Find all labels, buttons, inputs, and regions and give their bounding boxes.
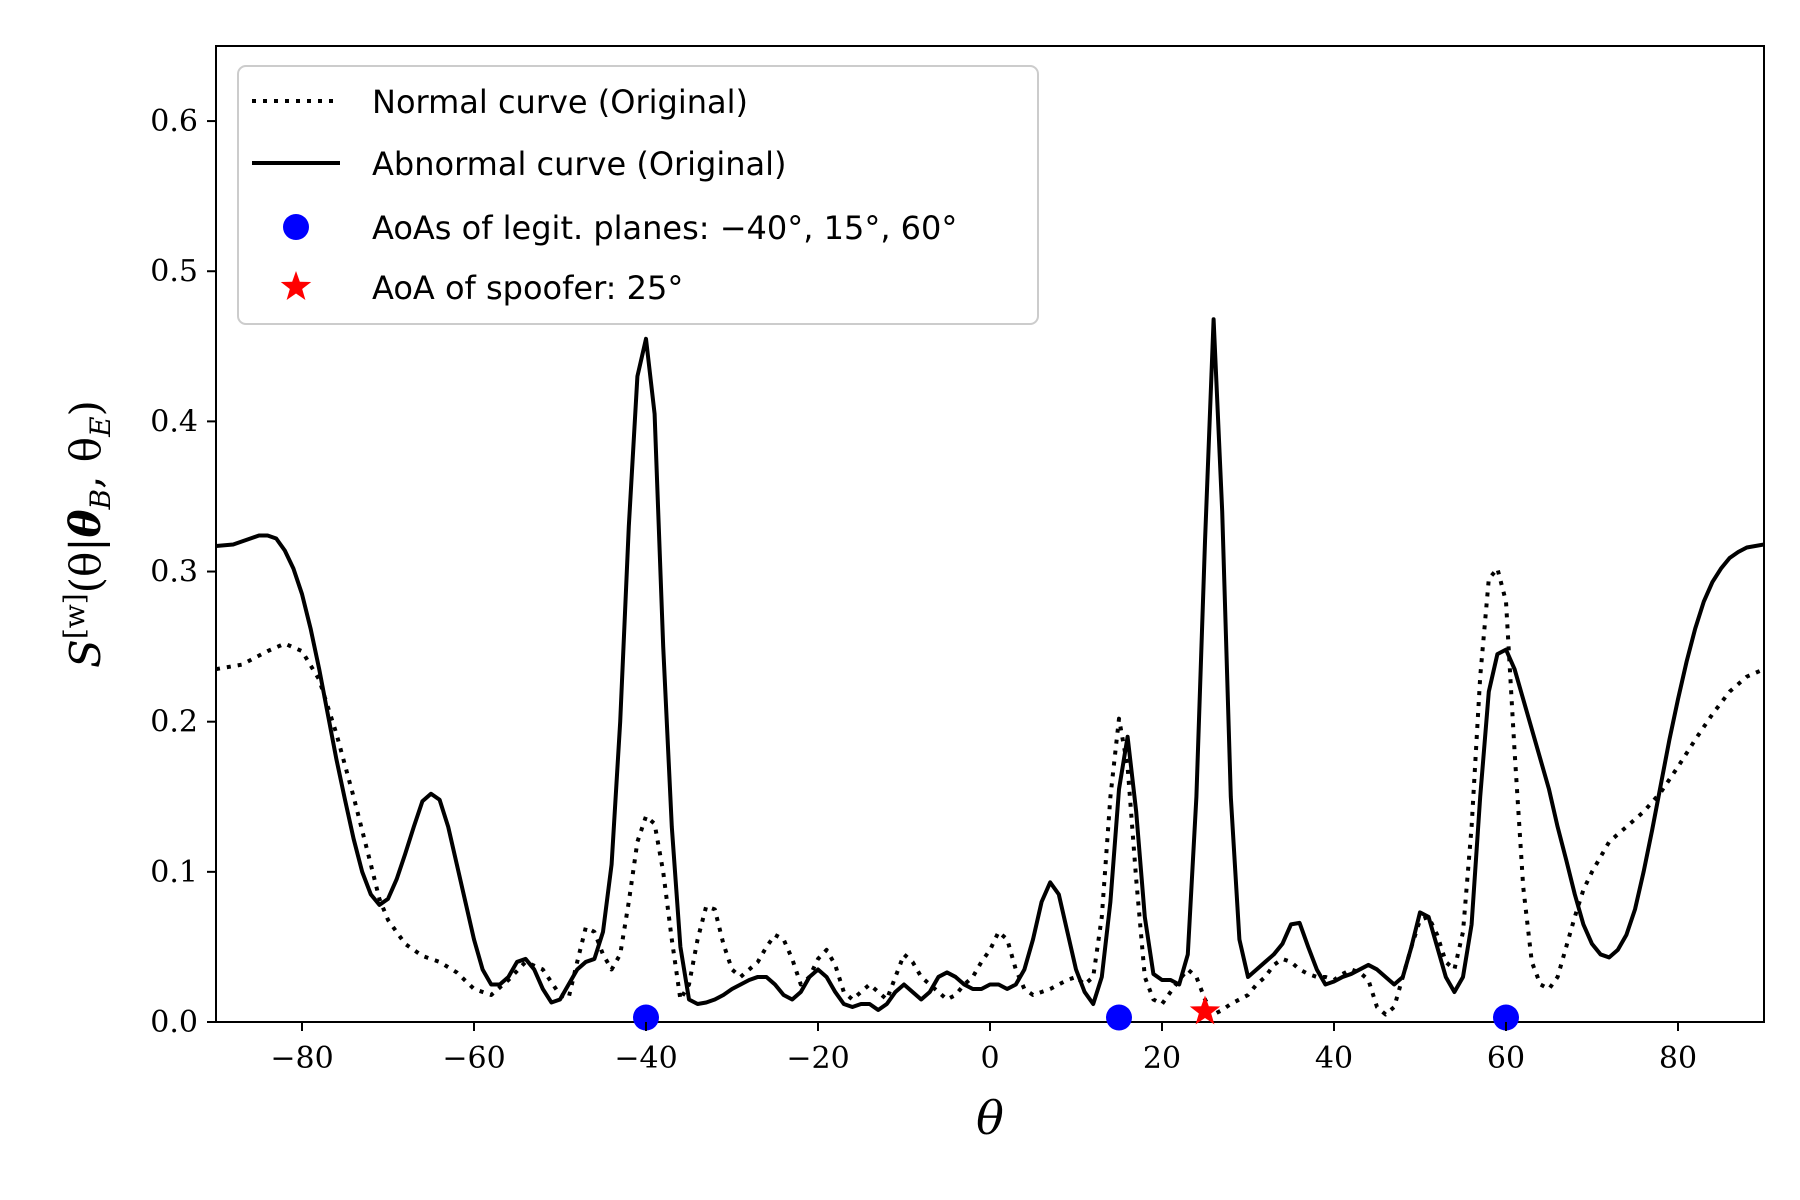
- legend-label-legit-planes: AoAs of legit. planes: −40°, 15°, 60°: [372, 209, 957, 247]
- y-tick-label: 0.5: [150, 254, 198, 289]
- y-tick-label: 0.3: [150, 555, 198, 590]
- marker-layer: [633, 995, 1519, 1031]
- y-tick-label: 0.1: [150, 855, 198, 890]
- x-tick-label: 80: [1659, 1041, 1697, 1076]
- series-layer: [216, 317, 1764, 1017]
- y-axis-label: S[w](θ|θB, θE): [58, 400, 117, 668]
- x-tick-label: 20: [1143, 1041, 1181, 1076]
- spoofer-marker: [1189, 995, 1221, 1025]
- series-line-normal: [216, 566, 1764, 1017]
- legend-entry-spoofer: AoA of spoofer: 25°: [280, 269, 683, 307]
- legend-label-normal: Normal curve (Original): [372, 83, 748, 121]
- x-tick-label: −40: [614, 1041, 677, 1076]
- legend-entry-normal: Normal curve (Original): [252, 83, 748, 121]
- legend: Normal curve (Original) Abnormal curve (…: [237, 65, 1039, 325]
- x-axis-label: θ: [976, 1091, 1004, 1145]
- legit-plane-marker: [1106, 1004, 1132, 1031]
- y-tick-label: 0.4: [150, 404, 198, 439]
- x-axis: −80 −60 −40 −20 0 20 40 60 80: [270, 1022, 1697, 1076]
- x-tick-label: 40: [1315, 1041, 1353, 1076]
- y-tick-label: 0.6: [150, 104, 198, 139]
- legend-entry-legit-planes: AoAs of legit. planes: −40°, 15°, 60°: [283, 209, 957, 247]
- legend-swatch-blue-dot: [283, 214, 309, 240]
- x-tick-label: −20: [786, 1041, 849, 1076]
- y-tick-label: 0.2: [150, 705, 198, 740]
- legend-swatch-red-star: [280, 271, 312, 300]
- legit-plane-marker: [1493, 1004, 1519, 1031]
- y-axis: 0.0 0.1 0.2 0.3 0.4 0.5 0.6: [150, 104, 216, 1040]
- legend-entry-abnormal: Abnormal curve (Original): [252, 145, 787, 183]
- x-tick-label: −60: [442, 1041, 505, 1076]
- legend-label-abnormal: Abnormal curve (Original): [372, 145, 787, 183]
- x-tick-label: 60: [1487, 1041, 1525, 1076]
- legend-label-spoofer: AoA of spoofer: 25°: [372, 269, 683, 307]
- legend-box: [237, 65, 1039, 325]
- legit-plane-marker: [633, 1004, 659, 1031]
- x-tick-label: 0: [980, 1041, 999, 1076]
- x-tick-label: −80: [270, 1041, 333, 1076]
- y-tick-label: 0.0: [150, 1005, 198, 1040]
- series-line-abnormal: [216, 317, 1764, 1012]
